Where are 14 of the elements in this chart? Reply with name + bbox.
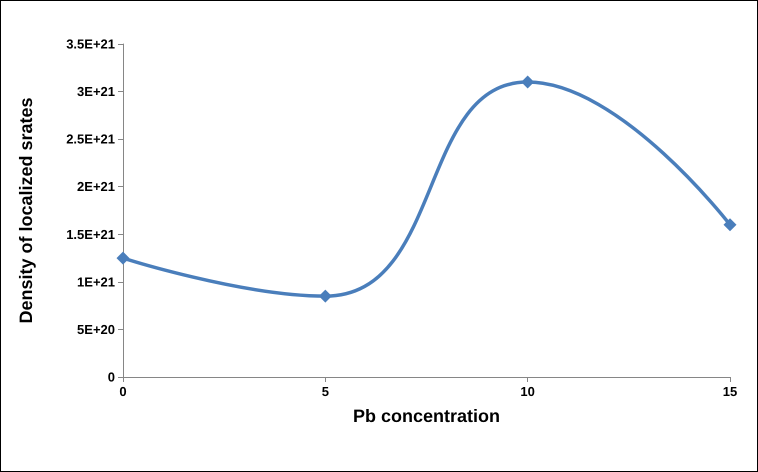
y-axis-title: Density of localized srates	[16, 97, 36, 324]
x-tick-label: 0	[119, 384, 127, 399]
y-tick-label: 2E+21	[77, 179, 115, 194]
x-tick-label: 15	[722, 384, 738, 399]
y-tick-label: 1.5E+21	[66, 226, 115, 242]
y-tick-label: 1E+21	[77, 274, 115, 290]
x-axis-title: Pb concentration	[352, 406, 500, 426]
y-tick-label: 2.5E+21	[66, 132, 115, 147]
y-tick-label: 5E+20	[77, 322, 115, 337]
y-tick-label: 0	[108, 370, 115, 384]
y-tick-label: 3E+21	[77, 84, 115, 100]
y-tick-label: 3.5E+21	[66, 36, 115, 52]
x-tick-label: 10	[520, 384, 535, 399]
x-tick-label: 5	[322, 384, 329, 399]
